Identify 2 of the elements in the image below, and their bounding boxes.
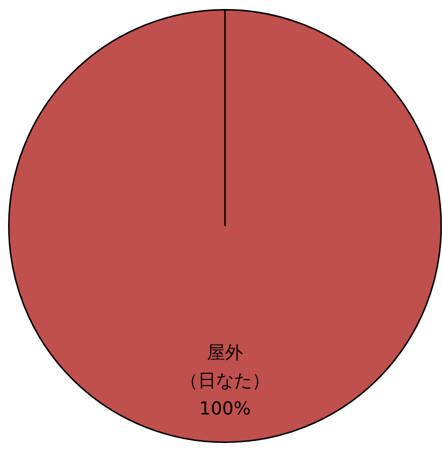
slice-label: 屋外（日なた） — [180, 342, 270, 392]
data-label: 100% — [199, 398, 251, 420]
